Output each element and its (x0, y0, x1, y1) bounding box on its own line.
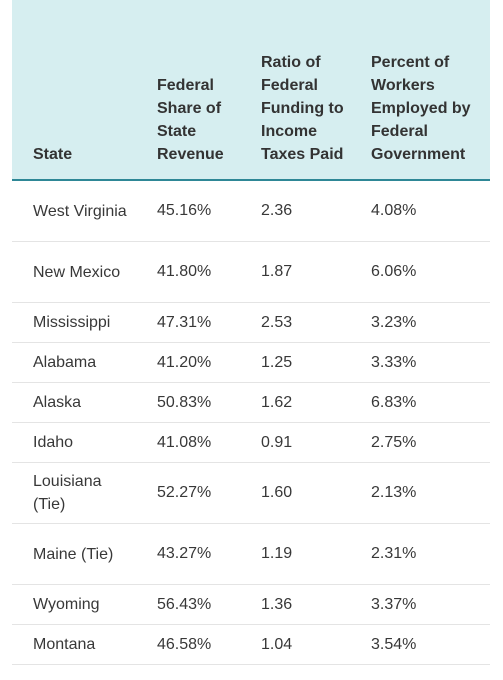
cell-federal-share: 52.27% (138, 462, 251, 524)
cell-federal-share: 56.43% (138, 584, 251, 625)
table-row: Montana 46.58% 1.04 3.54% (12, 624, 490, 665)
table-row: New Mexico 41.80% 1.87 6.06% (12, 241, 490, 303)
table-row: Alabama 41.20% 1.25 3.33% (12, 342, 490, 383)
cell-state: West Virginia (12, 180, 138, 242)
column-header-federal-share: Federal Share of State Revenue (138, 0, 251, 181)
cell-percent-workers: 2.13% (360, 462, 490, 524)
cell-state: Alabama (12, 342, 138, 383)
cell-ratio: 1.60 (251, 462, 360, 524)
cell-percent-workers: 3.33% (360, 342, 490, 383)
table-row: West Virginia 45.16% 2.36 4.08% (12, 180, 490, 242)
cell-federal-share: 41.80% (138, 241, 251, 303)
cell-percent-workers: 2.75% (360, 422, 490, 463)
cell-state: Wyoming (12, 584, 138, 625)
cell-state: Alaska (12, 382, 138, 423)
cell-percent-workers: 3.37% (360, 584, 490, 625)
table-row: Wyoming 56.43% 1.36 3.37% (12, 584, 490, 625)
column-header-ratio: Ratio of Federal Funding to Income Taxes… (251, 0, 360, 181)
cell-federal-share: 46.58% (138, 624, 251, 665)
cell-state: Idaho (12, 422, 138, 463)
table-header: State Federal Share of State Revenue Rat… (12, 0, 490, 181)
cell-state: Montana (12, 624, 138, 665)
cell-percent-workers: 6.06% (360, 241, 490, 303)
cell-ratio: 1.87 (251, 241, 360, 303)
cell-federal-share: 45.16% (138, 180, 251, 242)
cell-percent-workers: 4.08% (360, 180, 490, 242)
cell-state: Mississippi (12, 302, 138, 343)
cell-ratio: 1.25 (251, 342, 360, 383)
table-row: Louisiana (Tie) 52.27% 1.60 2.13% (12, 462, 490, 524)
cell-ratio: 2.53 (251, 302, 360, 343)
cell-state: Louisiana (Tie) (12, 462, 138, 524)
cell-percent-workers: 3.23% (360, 302, 490, 343)
header-row: State Federal Share of State Revenue Rat… (12, 0, 490, 181)
table-row: Mississippi 47.31% 2.53 3.23% (12, 302, 490, 343)
cell-federal-share: 41.08% (138, 422, 251, 463)
cell-federal-share: 43.27% (138, 523, 251, 585)
table-row: Idaho 41.08% 0.91 2.75% (12, 422, 490, 463)
table-row: Alaska 50.83% 1.62 6.83% (12, 382, 490, 423)
cell-percent-workers: 6.83% (360, 382, 490, 423)
cell-ratio: 0.91 (251, 422, 360, 463)
cell-ratio: 1.62 (251, 382, 360, 423)
cell-ratio: 1.19 (251, 523, 360, 585)
cell-ratio: 1.36 (251, 584, 360, 625)
cell-percent-workers: 2.31% (360, 523, 490, 585)
cell-federal-share: 41.20% (138, 342, 251, 383)
federal-dependence-table-container: State Federal Share of State Revenue Rat… (12, 0, 490, 665)
cell-ratio: 2.36 (251, 180, 360, 242)
column-header-state: State (12, 0, 138, 181)
federal-dependence-table: State Federal Share of State Revenue Rat… (12, 0, 490, 665)
cell-percent-workers: 3.54% (360, 624, 490, 665)
cell-state: New Mexico (12, 241, 138, 303)
table-body: West Virginia 45.16% 2.36 4.08% New Mexi… (12, 180, 490, 665)
table-row: Maine (Tie) 43.27% 1.19 2.31% (12, 523, 490, 585)
cell-state: Maine (Tie) (12, 523, 138, 585)
column-header-percent-workers: Percent of Workers Employed by Federal G… (360, 0, 490, 181)
cell-ratio: 1.04 (251, 624, 360, 665)
cell-federal-share: 50.83% (138, 382, 251, 423)
cell-federal-share: 47.31% (138, 302, 251, 343)
